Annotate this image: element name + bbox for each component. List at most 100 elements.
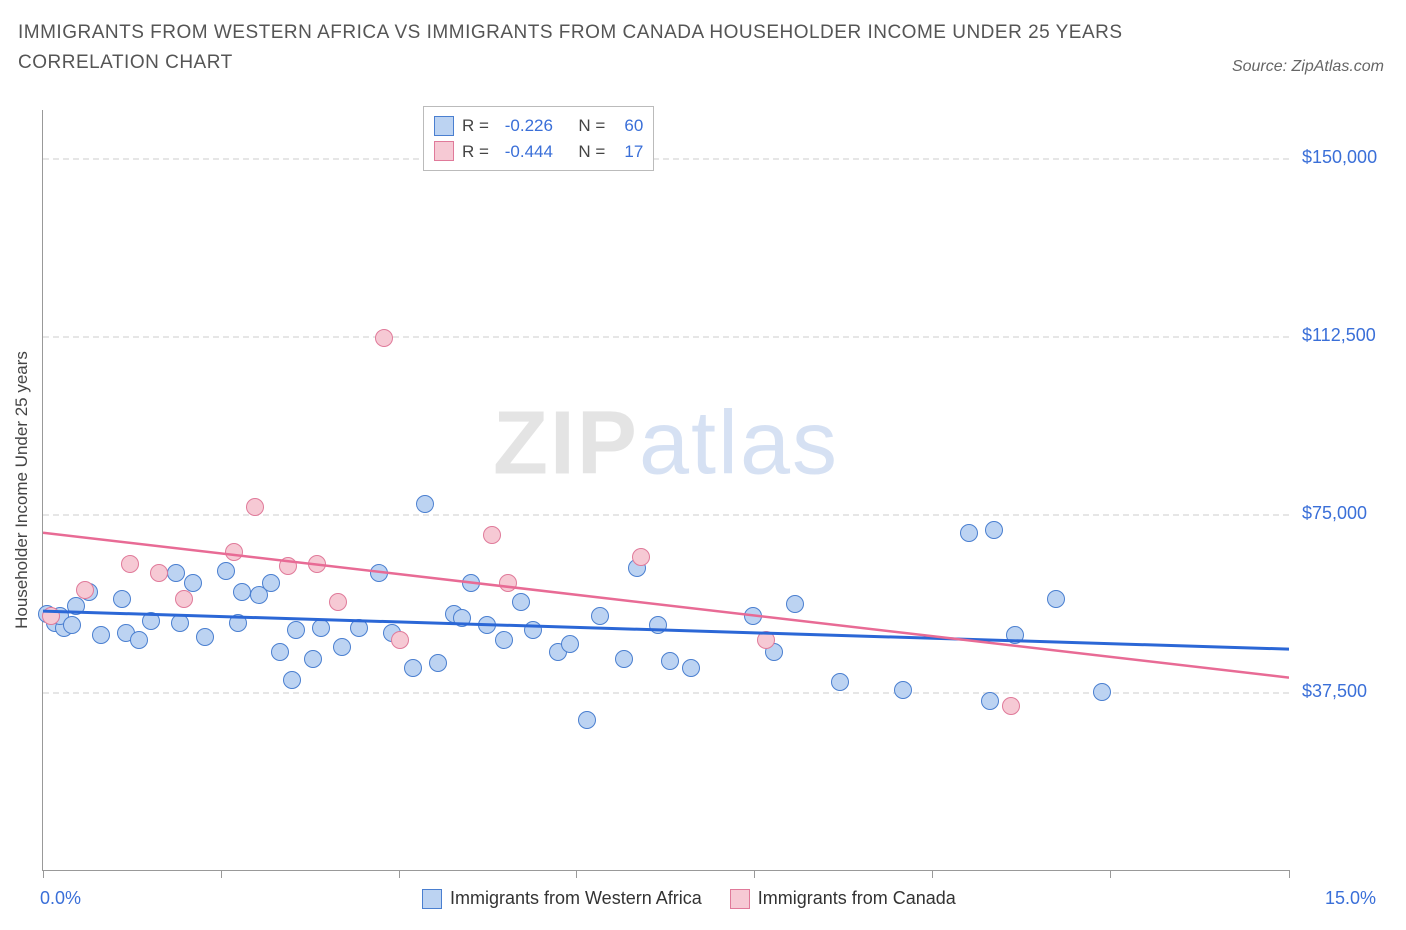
point-canada — [42, 607, 60, 625]
point-canada — [175, 590, 193, 608]
point-western-africa — [130, 631, 148, 649]
point-western-africa — [831, 673, 849, 691]
point-canada — [76, 581, 94, 599]
point-western-africa — [429, 654, 447, 672]
point-western-africa — [171, 614, 189, 632]
point-western-africa — [333, 638, 351, 656]
point-canada — [499, 574, 517, 592]
point-western-africa — [370, 564, 388, 582]
point-canada — [308, 555, 326, 573]
point-canada — [391, 631, 409, 649]
stat-n-value-series1: 60 — [613, 113, 643, 139]
point-western-africa — [744, 607, 762, 625]
y-tick-label: $150,000 — [1302, 147, 1377, 168]
point-canada — [632, 548, 650, 566]
point-western-africa — [578, 711, 596, 729]
point-western-africa — [524, 621, 542, 639]
stat-r-label: R = — [462, 139, 489, 165]
point-western-africa — [63, 616, 81, 634]
point-western-africa — [1006, 626, 1024, 644]
stat-r-value-series1: -0.226 — [497, 113, 553, 139]
source-credit: Source: ZipAtlas.com — [1232, 58, 1384, 76]
point-western-africa — [682, 659, 700, 677]
watermark-atlas: atlas — [639, 394, 839, 494]
point-western-africa — [283, 671, 301, 689]
point-canada — [757, 631, 775, 649]
point-western-africa — [661, 652, 679, 670]
legend-item-series2: Immigrants from Canada — [730, 888, 956, 909]
legend-swatch-series2 — [730, 889, 750, 909]
legend-swatch-series1 — [422, 889, 442, 909]
point-western-africa — [350, 619, 368, 637]
point-western-africa — [229, 614, 247, 632]
swatch-series2 — [434, 141, 454, 161]
stat-n-value-series2: 17 — [613, 139, 643, 165]
trend-lines — [43, 110, 1289, 870]
point-canada — [225, 543, 243, 561]
point-canada — [279, 557, 297, 575]
point-western-africa — [404, 659, 422, 677]
stat-n-label: N = — [578, 139, 605, 165]
chart-area: Householder Income Under 25 years ZIPatl… — [42, 110, 1288, 870]
stat-n-label: N = — [578, 113, 605, 139]
point-western-africa — [786, 595, 804, 613]
point-western-africa — [591, 607, 609, 625]
point-canada — [121, 555, 139, 573]
point-western-africa — [462, 574, 480, 592]
point-western-africa — [67, 597, 85, 615]
point-western-africa — [113, 590, 131, 608]
stats-box: R = -0.226 N = 60 R = -0.444 N = 17 — [423, 106, 654, 171]
point-western-africa — [894, 681, 912, 699]
stat-r-value-series2: -0.444 — [497, 139, 553, 165]
point-western-africa — [561, 635, 579, 653]
point-western-africa — [1047, 590, 1065, 608]
point-western-africa — [478, 616, 496, 634]
scatter-plot: ZIPatlas R = -0.226 N = 60 R = -0.444 N … — [42, 110, 1289, 871]
point-western-africa — [196, 628, 214, 646]
point-western-africa — [615, 650, 633, 668]
point-canada — [150, 564, 168, 582]
point-canada — [1002, 697, 1020, 715]
legend-label-series1: Immigrants from Western Africa — [450, 888, 702, 909]
point-western-africa — [495, 631, 513, 649]
legend: Immigrants from Western Africa Immigrant… — [422, 888, 956, 909]
point-western-africa — [184, 574, 202, 592]
y-tick-label: $37,500 — [1302, 681, 1367, 702]
legend-item-series1: Immigrants from Western Africa — [422, 888, 702, 909]
legend-label-series2: Immigrants from Canada — [758, 888, 956, 909]
watermark: ZIPatlas — [493, 393, 839, 496]
y-axis-label: Householder Income Under 25 years — [12, 351, 32, 629]
stats-row-series1: R = -0.226 N = 60 — [434, 113, 643, 139]
point-western-africa — [304, 650, 322, 668]
point-western-africa — [287, 621, 305, 639]
stat-r-label: R = — [462, 113, 489, 139]
point-canada — [483, 526, 501, 544]
point-western-africa — [312, 619, 330, 637]
stats-row-series2: R = -0.444 N = 17 — [434, 139, 643, 165]
point-western-africa — [416, 495, 434, 513]
point-western-africa — [271, 643, 289, 661]
point-western-africa — [92, 626, 110, 644]
point-western-africa — [142, 612, 160, 630]
point-western-africa — [512, 593, 530, 611]
x-tick-label-min: 0.0% — [40, 888, 81, 909]
point-western-africa — [233, 583, 251, 601]
point-western-africa — [960, 524, 978, 542]
point-western-africa — [649, 616, 667, 634]
point-canada — [375, 329, 393, 347]
y-tick-label: $112,500 — [1302, 325, 1376, 346]
point-western-africa — [985, 521, 1003, 539]
point-western-africa — [1093, 683, 1111, 701]
point-western-africa — [981, 692, 999, 710]
y-tick-label: $75,000 — [1302, 503, 1367, 524]
point-canada — [329, 593, 347, 611]
swatch-series1 — [434, 116, 454, 136]
point-western-africa — [262, 574, 280, 592]
point-western-africa — [217, 562, 235, 580]
point-western-africa — [167, 564, 185, 582]
point-western-africa — [453, 609, 471, 627]
x-tick-label-max: 15.0% — [1296, 888, 1376, 909]
chart-title: IMMIGRANTS FROM WESTERN AFRICA VS IMMIGR… — [18, 18, 1138, 79]
watermark-zip: ZIP — [493, 394, 639, 494]
point-canada — [246, 498, 264, 516]
